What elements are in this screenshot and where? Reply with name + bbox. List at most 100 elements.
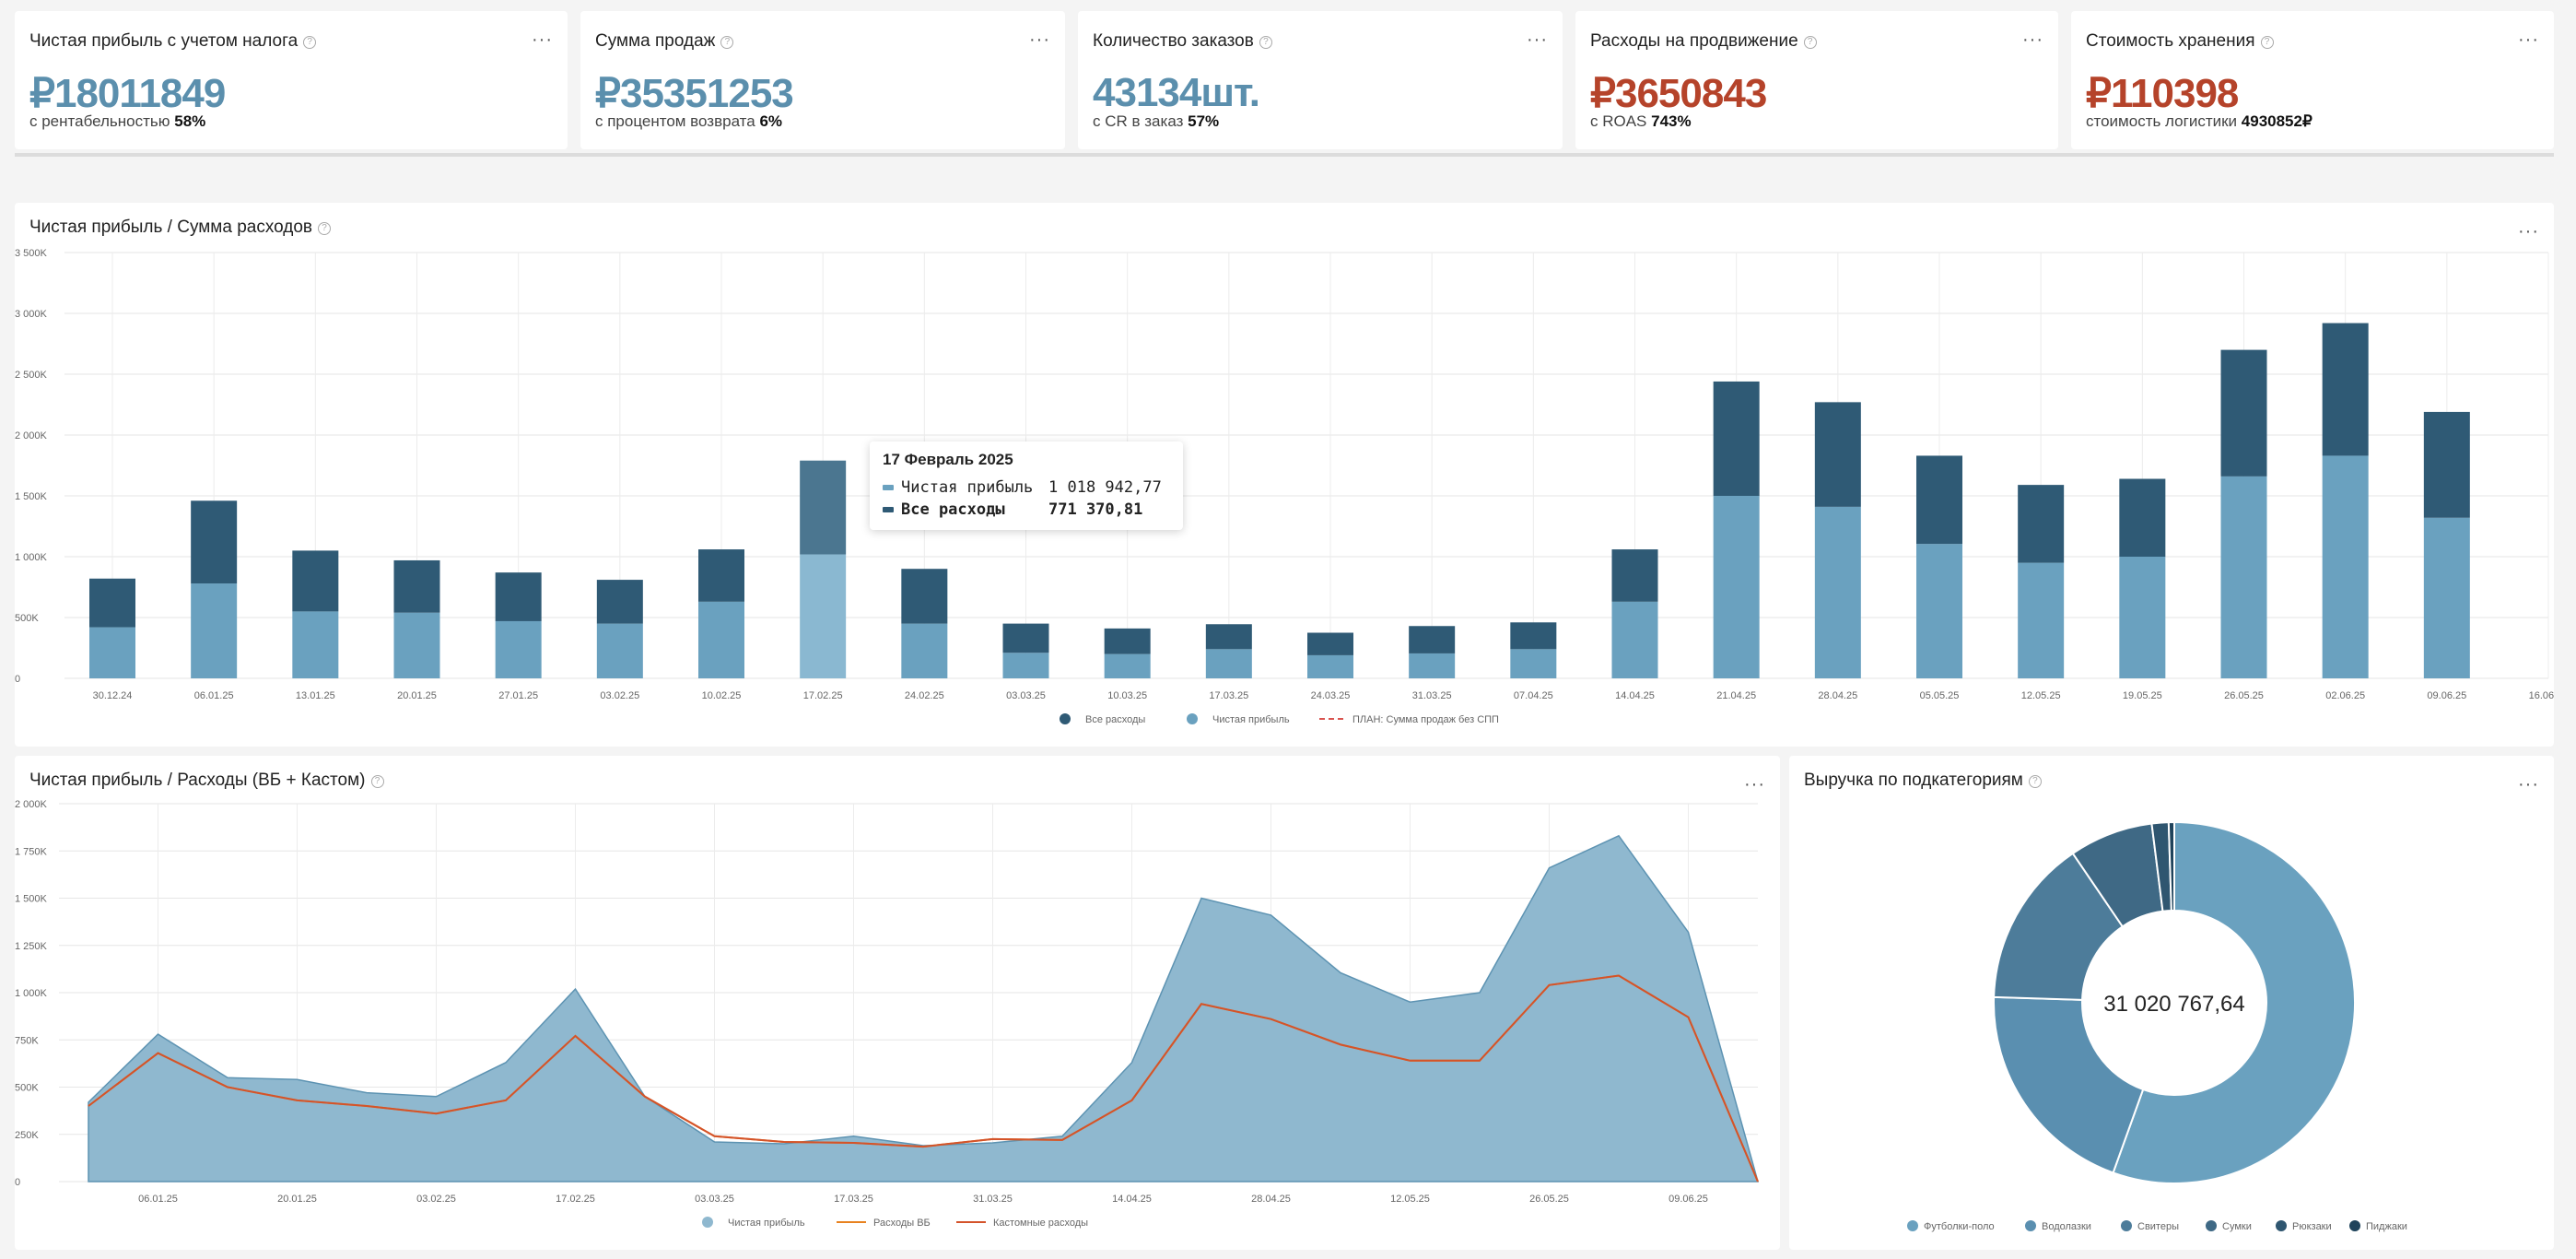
help-icon[interactable]: ? xyxy=(2028,775,2042,788)
bar-expenses[interactable] xyxy=(2322,323,2369,456)
legend-label[interactable]: Рюкзаки xyxy=(2292,1221,2332,1232)
bar-profit[interactable] xyxy=(495,620,542,678)
bar-profit[interactable] xyxy=(2220,476,2267,678)
bar-expenses[interactable] xyxy=(1814,402,1861,507)
bar-expenses[interactable] xyxy=(495,572,542,621)
donut-slice[interactable] xyxy=(2167,820,2175,912)
legend-label[interactable]: Водолазки xyxy=(2042,1221,2091,1232)
bar-profit[interactable] xyxy=(2119,557,2166,678)
panel-title: Чистая прибыль / Расходы (ВБ + Кастом)? xyxy=(29,771,384,791)
kpi-sub-value: 4930852₽ xyxy=(2241,112,2313,130)
bar-expenses[interactable] xyxy=(596,580,643,624)
legend-label[interactable]: Сумки xyxy=(2222,1221,2252,1232)
x-tick-label: 28.04.25 xyxy=(1251,1194,1291,1205)
bar-profit[interactable] xyxy=(1205,649,1252,678)
kpi-menu-button[interactable]: ··· xyxy=(532,29,553,50)
bar-profit[interactable] xyxy=(596,623,643,678)
bar-expenses[interactable] xyxy=(2018,485,2065,563)
kpi-menu-button[interactable]: ··· xyxy=(2518,29,2539,50)
donut-slice[interactable] xyxy=(2112,820,2356,1184)
bar-expenses[interactable] xyxy=(1205,624,1252,650)
bar-profit[interactable] xyxy=(393,612,440,678)
kpi-sub-value: 743% xyxy=(1651,112,1692,130)
bar-profit[interactable] xyxy=(2322,455,2369,678)
bar-profit[interactable] xyxy=(1611,601,1658,678)
bar-profit[interactable] xyxy=(292,611,339,678)
bar-expenses[interactable] xyxy=(1611,549,1658,602)
help-icon[interactable]: ? xyxy=(303,36,317,49)
bar-expenses[interactable] xyxy=(2220,349,2267,477)
kpi-card: Сумма продаж? ··· ₽35351253 с процентом … xyxy=(580,11,1065,149)
bar-expenses[interactable] xyxy=(698,549,744,602)
help-icon[interactable]: ? xyxy=(2260,36,2274,49)
bar-profit[interactable] xyxy=(1104,653,1151,678)
legend-label[interactable]: Чистая прибыль xyxy=(728,1218,805,1229)
bar-profit[interactable] xyxy=(1002,653,1049,678)
legend-label[interactable]: Футболки-поло xyxy=(1924,1221,1995,1232)
help-icon[interactable]: ? xyxy=(318,222,332,235)
bar-profit[interactable] xyxy=(1409,653,1456,678)
kpi-menu-button[interactable]: ··· xyxy=(2022,29,2043,50)
bar-expenses[interactable] xyxy=(1510,622,1557,650)
legend-label[interactable]: Расходы ВБ xyxy=(873,1218,931,1229)
legend-label[interactable]: Кастомные расходы xyxy=(993,1218,1088,1229)
y-tick-label: 250K xyxy=(15,1130,39,1141)
kpi-menu-button[interactable]: ··· xyxy=(1029,29,1050,50)
bar-profit[interactable] xyxy=(2018,562,2065,678)
bar-profit[interactable] xyxy=(800,554,847,678)
bar-expenses[interactable] xyxy=(901,569,948,624)
x-tick-label: 07.04.25 xyxy=(1514,690,1553,701)
bar-expenses[interactable] xyxy=(1916,455,1962,545)
bar-profit[interactable] xyxy=(1814,506,1861,678)
bar-expenses[interactable] xyxy=(191,500,238,584)
bar-profit[interactable] xyxy=(698,601,744,678)
panel-menu-button[interactable]: ··· xyxy=(2518,221,2539,241)
help-icon[interactable]: ? xyxy=(1803,36,1817,49)
custom-expenses-line[interactable] xyxy=(88,974,1759,1183)
kpi-subtitle: стоимость логистики 4930852₽ xyxy=(2086,112,2313,131)
legend-label[interactable]: Все расходы xyxy=(1085,714,1145,725)
x-tick-label: 05.05.25 xyxy=(1920,690,1960,701)
kpi-title-text: Чистая прибыль с учетом налога xyxy=(29,31,299,51)
y-tick-label: 750K xyxy=(15,1035,39,1046)
bar-expenses[interactable] xyxy=(1713,381,1760,496)
bar-profit[interactable] xyxy=(1510,649,1557,678)
bar-expenses[interactable] xyxy=(292,550,339,612)
panel-menu-button[interactable]: ··· xyxy=(1744,774,1765,794)
bar-expenses[interactable] xyxy=(2119,478,2166,557)
bar-profit[interactable] xyxy=(191,583,238,678)
bar-profit[interactable] xyxy=(2423,517,2470,678)
bar-expenses[interactable] xyxy=(800,460,847,555)
kpi-sub-label: с рентабельностью xyxy=(29,112,170,130)
bar-expenses[interactable] xyxy=(1409,626,1456,653)
bar-expenses[interactable] xyxy=(1307,632,1353,655)
bar-expenses[interactable] xyxy=(2423,411,2470,518)
bar-profit[interactable] xyxy=(901,623,948,678)
x-tick-label: 30.12.24 xyxy=(93,690,133,701)
bar-profit[interactable] xyxy=(1307,654,1353,678)
bar-profit[interactable] xyxy=(1713,496,1760,678)
legend-label[interactable]: Чистая прибыль xyxy=(1212,714,1290,725)
bar-expenses[interactable] xyxy=(1002,623,1049,653)
help-icon[interactable]: ? xyxy=(720,36,734,49)
bar-expenses[interactable] xyxy=(1104,628,1151,654)
x-tick-label: 31.03.25 xyxy=(973,1194,1013,1205)
bar-profit[interactable] xyxy=(89,627,135,678)
profit-area[interactable] xyxy=(88,834,1759,1183)
bar-profit[interactable] xyxy=(1916,544,1962,678)
x-tick-label: 26.05.25 xyxy=(1529,1194,1569,1205)
donut-slice[interactable] xyxy=(1993,995,2145,1174)
bar-expenses[interactable] xyxy=(89,578,135,628)
help-icon[interactable]: ? xyxy=(1259,36,1272,49)
x-tick-label: 06.01.25 xyxy=(194,690,234,701)
help-icon[interactable]: ? xyxy=(370,775,384,788)
panel-menu-button[interactable]: ··· xyxy=(2518,774,2539,794)
y-tick-label: 1 750K xyxy=(15,846,48,857)
legend-label[interactable]: Пиджаки xyxy=(2366,1221,2407,1232)
kpi-menu-button[interactable]: ··· xyxy=(1527,29,1548,50)
legend-label[interactable]: Свитеры xyxy=(2137,1221,2179,1232)
legend-label[interactable]: ПЛАН: Сумма продаж без СПП xyxy=(1352,714,1499,725)
kpi-value: ₽18011849 xyxy=(29,71,226,116)
bar-expenses[interactable] xyxy=(393,559,440,613)
profit-expenses-area-panel: Чистая прибыль / Расходы (ВБ + Кастом)? … xyxy=(15,756,1780,1250)
